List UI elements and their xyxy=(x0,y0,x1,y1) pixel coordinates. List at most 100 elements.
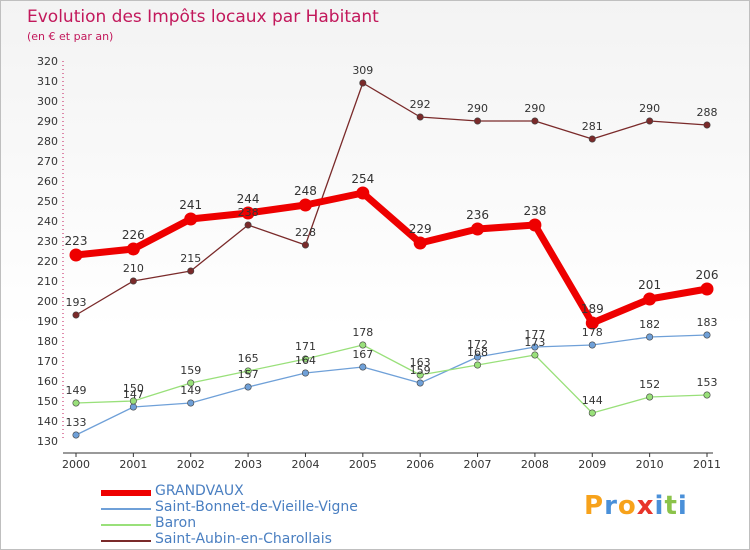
x-tick-label: 2007 xyxy=(464,458,492,471)
data-label: 159 xyxy=(410,364,431,377)
x-tick-label: 2002 xyxy=(177,458,205,471)
x-tick-label: 2004 xyxy=(291,458,319,471)
x-tick-label: 2011 xyxy=(693,458,721,471)
data-point xyxy=(129,277,137,285)
data-label: 182 xyxy=(639,318,660,331)
legend-label: Saint-Aubin-en-Charollais xyxy=(155,531,332,547)
y-tick-label: 260 xyxy=(37,175,58,188)
y-tick-label: 230 xyxy=(37,235,58,248)
data-point xyxy=(187,399,195,407)
y-tick-label: 320 xyxy=(37,55,58,68)
data-label: 248 xyxy=(294,184,317,198)
data-label: 171 xyxy=(295,340,316,353)
y-tick-label: 270 xyxy=(37,155,58,168)
data-point xyxy=(471,222,485,236)
data-label: 244 xyxy=(237,192,260,206)
chart-title: Evolution des Impôts locaux par Habitant xyxy=(27,7,379,27)
legend-swatch xyxy=(101,540,151,542)
series-line xyxy=(75,334,708,436)
logo-letter: r xyxy=(604,491,618,521)
data-label: 201 xyxy=(638,278,661,292)
data-label: 173 xyxy=(524,336,545,349)
data-point xyxy=(646,393,654,401)
data-point xyxy=(588,135,596,143)
x-tick-label: 2005 xyxy=(349,458,377,471)
data-point xyxy=(474,361,482,369)
series-layer xyxy=(69,79,714,439)
y-tick-label: 130 xyxy=(37,435,58,448)
data-point xyxy=(359,79,367,87)
logo-letter: i xyxy=(654,491,665,521)
legend-swatch xyxy=(101,524,151,526)
data-label: 193 xyxy=(66,296,87,309)
data-point xyxy=(129,397,137,405)
data-label: 292 xyxy=(410,98,431,111)
data-label: 163 xyxy=(410,356,431,369)
data-label: 153 xyxy=(697,376,718,389)
data-point xyxy=(187,379,195,387)
data-label: 144 xyxy=(582,394,603,407)
data-label: 210 xyxy=(123,262,144,275)
data-point xyxy=(184,212,198,226)
data-point xyxy=(646,333,654,341)
data-label: 165 xyxy=(238,352,259,365)
data-label: 238 xyxy=(238,206,259,219)
y-tick-label: 160 xyxy=(37,375,58,388)
y-tick-label: 280 xyxy=(37,135,58,148)
data-point xyxy=(585,316,599,330)
data-label: 164 xyxy=(295,354,316,367)
data-point xyxy=(301,241,309,249)
data-label: 168 xyxy=(467,346,488,359)
data-point xyxy=(129,403,137,411)
y-tick-label: 150 xyxy=(37,395,58,408)
data-point xyxy=(588,409,596,417)
y-tick-label: 170 xyxy=(37,355,58,368)
data-point xyxy=(416,379,424,387)
data-point xyxy=(244,383,252,391)
data-label: 183 xyxy=(697,316,718,329)
y-tick-label: 210 xyxy=(37,275,58,288)
data-point xyxy=(244,221,252,229)
x-tick-label: 2000 xyxy=(62,458,90,471)
legend-label: Saint-Bonnet-de-Vieille-Vigne xyxy=(155,499,358,515)
data-label: 178 xyxy=(582,326,603,339)
data-point xyxy=(413,236,427,250)
x-tick-label: 2003 xyxy=(234,458,262,471)
data-point xyxy=(72,431,80,439)
data-label-layer: 193 210 215 238 228 309 292 290 290 281 290 288 133 1… xyxy=(65,64,719,429)
data-point xyxy=(474,353,482,361)
data-label: 177 xyxy=(524,328,545,341)
y-tick-label: 140 xyxy=(37,415,58,428)
x-tick-label: 2006 xyxy=(406,458,434,471)
data-label: 290 xyxy=(467,102,488,115)
chart-subtitle: (en € et par an) xyxy=(27,30,114,43)
data-point xyxy=(298,198,312,212)
legend-swatch xyxy=(101,490,151,496)
data-point xyxy=(646,117,654,125)
data-label: 238 xyxy=(523,204,546,218)
y-tick-label: 290 xyxy=(37,115,58,128)
y-tick-label: 200 xyxy=(37,295,58,308)
data-point xyxy=(703,391,711,399)
data-point xyxy=(359,363,367,371)
y-tick-label: 250 xyxy=(37,195,58,208)
data-point xyxy=(588,341,596,349)
data-label: 223 xyxy=(65,234,88,248)
data-point xyxy=(703,121,711,129)
data-point xyxy=(241,206,255,220)
data-label: 133 xyxy=(66,416,87,429)
x-tick-label: 2001 xyxy=(119,458,147,471)
data-label: 159 xyxy=(180,364,201,377)
data-point xyxy=(126,242,140,256)
data-point xyxy=(72,311,80,319)
data-point xyxy=(531,351,539,359)
y-tick-label: 300 xyxy=(37,95,58,108)
data-point xyxy=(531,117,539,125)
data-label: 189 xyxy=(581,302,604,316)
data-label: 226 xyxy=(122,228,145,242)
logo-letter: t xyxy=(664,491,678,521)
data-point xyxy=(416,113,424,121)
x-tick-label: 2009 xyxy=(578,458,606,471)
data-point xyxy=(703,331,711,339)
